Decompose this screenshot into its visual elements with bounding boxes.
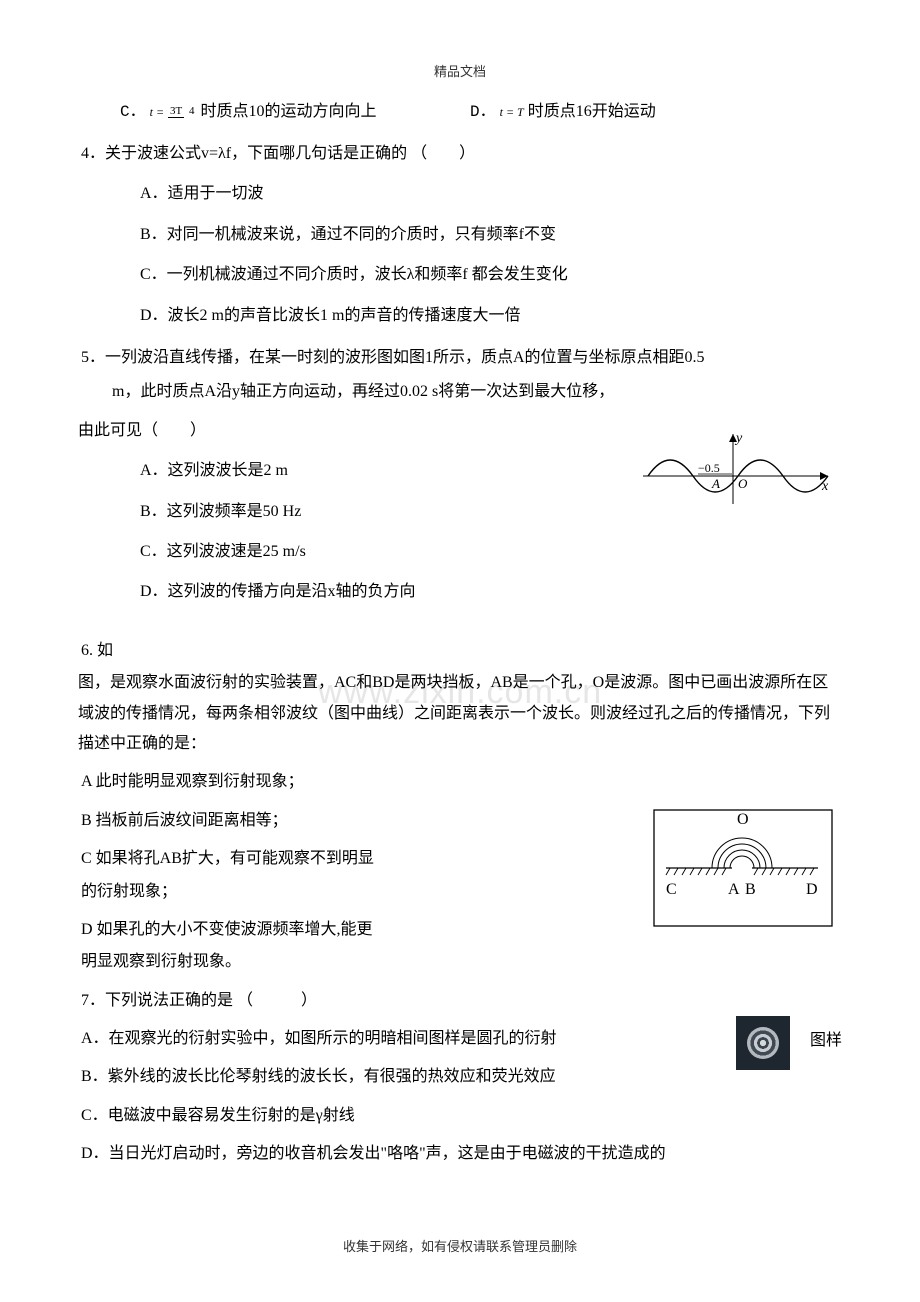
q5-option-c: C．这列波波速是25 m/s <box>140 537 842 567</box>
q6-option-b: B 挡板前后波纹间距离相等； <box>81 806 842 836</box>
q6-stem0: 6. 如 <box>81 636 842 666</box>
q4-stem: 4．关于波速公式v=λf，下面哪几句话是正确的 （ ） <box>81 139 842 169</box>
q5-option-d: D．这列波的传播方向是沿x轴的负方向 <box>140 577 842 607</box>
q5-stem2: m，此时质点A沿y轴正方向运动，再经过0.02 s将第一次达到最大位移， <box>112 377 842 407</box>
q3-c-frac-den: 4 <box>187 105 197 117</box>
q4-option-b: B．对同一机械波来说，通过不同的介质时，只有频率f不变 <box>140 220 842 250</box>
q5-stem1: 5．一列波沿直线传播，在某一时刻的波形图如图1所示，质点A的位置与坐标原点相距0… <box>81 343 842 373</box>
q3-option-d: D． t = T 时质点16开始运动 <box>470 97 656 127</box>
q7-option-c: C．电磁波中最容易发生衍射的是γ射线 <box>81 1101 842 1131</box>
q6-option-c2: 的衍射现象； <box>81 877 842 907</box>
q4-option-a: A．适用于一切波 <box>140 179 842 209</box>
q3-option-c: C． t = 3T 4 时质点10的运动方向向上 <box>120 97 470 127</box>
q3-options-cd: C． t = 3T 4 时质点10的运动方向向上 D． t = T 时质点16开… <box>120 97 842 127</box>
q3-d-prefix: D． <box>470 103 496 121</box>
q3-d-teq: t = T <box>500 105 524 119</box>
q6-stem1: 图，是观察水面波衍射的实验装置，AC和BD是两块挡板，AB是一个孔，O是波源。图… <box>78 668 842 759</box>
q6-option-d2: 明显观察到衍射现象。 <box>81 947 842 977</box>
page-content: 精品文档 C． t = 3T 4 时质点10的运动方向向上 D． t = T 时… <box>78 60 842 1170</box>
q6-option-a: A 此时能明显观察到衍射现象； <box>81 767 842 797</box>
q3-c-text: 时质点10的运动方向向上 <box>201 103 377 120</box>
q7-option-d: D．当日光灯启动时，旁边的收音机会发出"咯咯"声，这是由于电磁波的干扰造成的 <box>81 1139 842 1169</box>
q4-option-c: C．一列机械波通过不同介质时，波长λ和频率f 都会发生变化 <box>140 260 842 290</box>
q4-option-d: D．波长2 m的声音比波长1 m的声音的传播速度大一倍 <box>140 301 842 331</box>
page-header: 精品文档 <box>78 60 842 85</box>
q3-c-fraction: 3T 4 <box>168 106 196 118</box>
q3-c-teq: t = <box>150 105 164 119</box>
q6-option-d1: D 如果孔的大小不变使波源频率增大,能更 <box>81 915 842 945</box>
page-footer: 收集于网络，如有侵权请联系管理员删除 <box>0 1235 920 1260</box>
q3-c-prefix: C． <box>120 103 146 121</box>
q5-option-a: A．这列波波长是2 m <box>140 456 842 486</box>
q7-stem: 7．下列说法正确的是 （ ） <box>81 986 842 1016</box>
q7-option-a-left: A．在观察光的衍射实验中，如图所示的明暗相间图样是圆孔的衍射 <box>81 1024 842 1054</box>
q7-option-b: B．紫外线的波长比伦琴射线的波长长，有很强的热效应和荧光效应 <box>81 1062 842 1092</box>
q3-c-frac-num: 3T <box>168 105 184 118</box>
q6-option-c1: C 如果将孔AB扩大，有可能观察不到明显 <box>81 844 842 874</box>
q5-option-b: B．这列波频率是50 Hz <box>140 497 842 527</box>
q5-stem3: 由此可见（ ） <box>78 416 842 446</box>
q3-d-text: 时质点16开始运动 <box>528 103 656 120</box>
